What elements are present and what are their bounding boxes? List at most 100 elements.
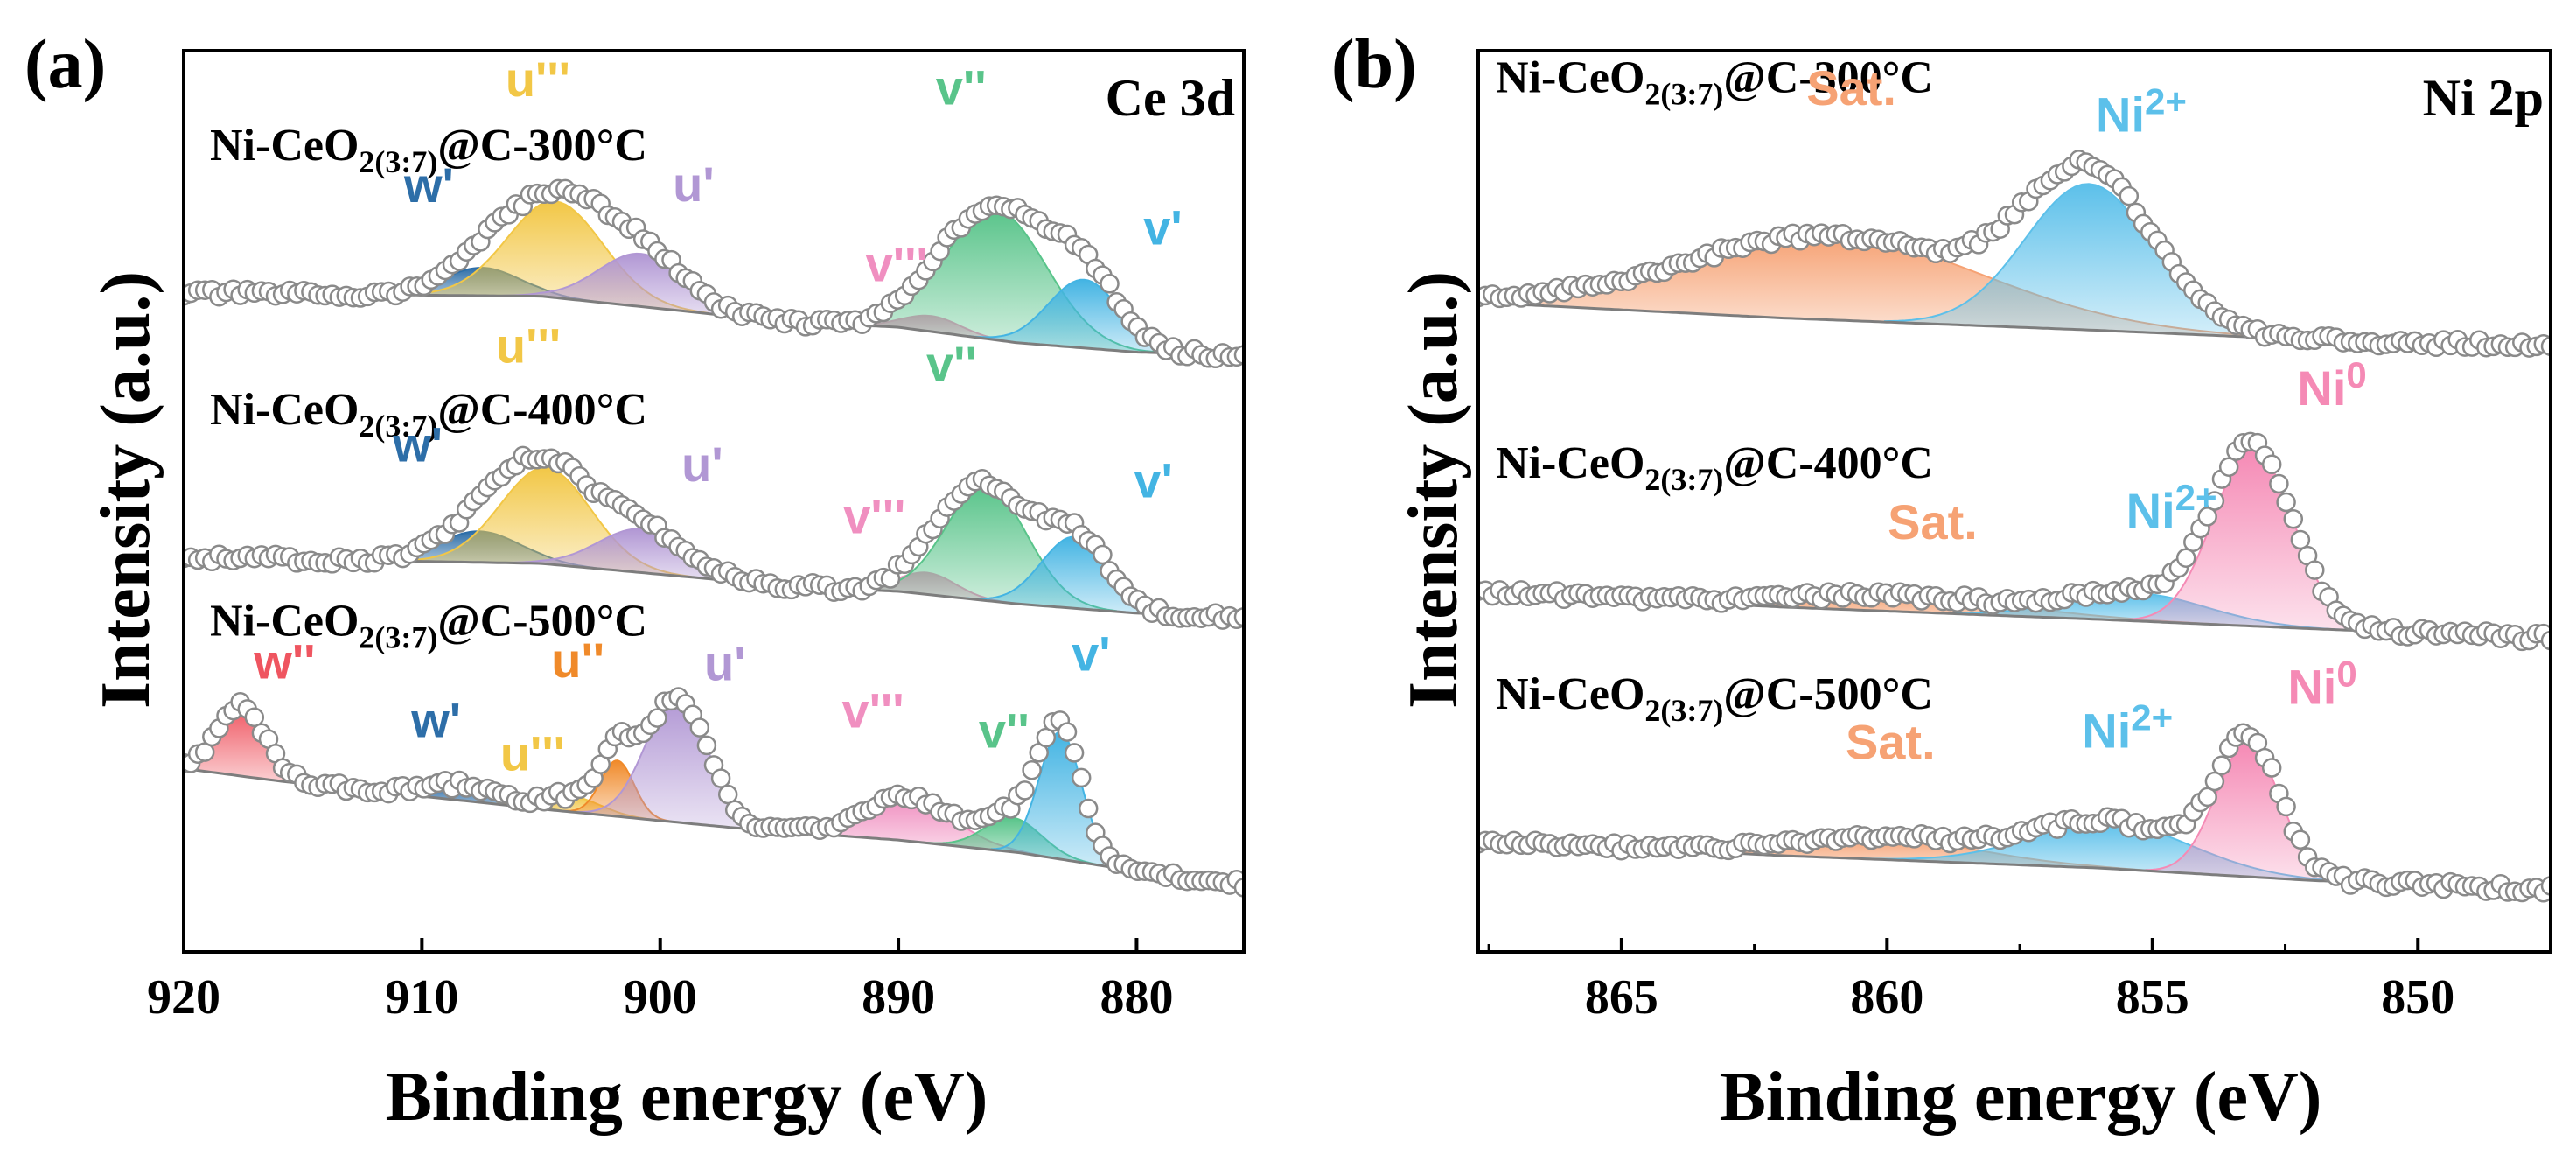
peak-label: v''' xyxy=(866,236,928,291)
series-name-label: Ni-CeO2(3:7)@C-500°C xyxy=(1496,669,1933,728)
data-point xyxy=(2119,185,2140,206)
data-point xyxy=(2540,876,2551,896)
data-point xyxy=(1064,743,1085,763)
data-point xyxy=(1233,606,1244,627)
data-point xyxy=(689,717,710,738)
peak-label: u''' xyxy=(496,318,561,373)
peak-label: u' xyxy=(681,437,723,492)
data-point xyxy=(1100,274,1120,294)
data-point xyxy=(647,708,667,728)
data-point xyxy=(1057,722,1078,742)
peak-label: v''' xyxy=(841,683,904,738)
peak-label: w' xyxy=(392,416,443,472)
data-point xyxy=(2269,473,2289,494)
data-point xyxy=(2175,548,2196,568)
series-2 xyxy=(1478,431,2551,652)
peak-label: Sat. xyxy=(1888,494,1978,549)
data-point xyxy=(1233,878,1244,898)
peak-label: u''' xyxy=(500,725,565,780)
series-3 xyxy=(184,687,1244,898)
peak-label: u''' xyxy=(506,52,570,107)
data-point xyxy=(2276,492,2296,513)
peak-label: Ni0 xyxy=(2287,653,2356,714)
data-point xyxy=(2540,630,2551,651)
panel-b-x-axis-title: Binding energy (eV) xyxy=(1720,1059,2322,1136)
data-point xyxy=(244,707,265,728)
panel-b-region-label: Ni 2p xyxy=(2423,69,2544,127)
panel-a-frame xyxy=(182,49,1246,954)
panel-a-x-axis-title: Binding energy (eV) xyxy=(386,1059,988,1136)
peak-label: w'' xyxy=(253,633,315,689)
data-point xyxy=(2197,787,2217,808)
series-name-label: Ni-CeO2(3:7)@C-400°C xyxy=(210,385,647,444)
series-name-label: Ni-CeO2(3:7)@C-400°C xyxy=(1496,438,1933,497)
x-tick-label: 920 xyxy=(147,970,220,1025)
x-tick-label: 850 xyxy=(2381,970,2454,1025)
peak-label: v''' xyxy=(843,489,905,544)
data-point xyxy=(2218,457,2239,477)
data-point xyxy=(1015,780,1035,801)
series-1 xyxy=(1478,150,2551,358)
plot-area xyxy=(1478,150,2551,903)
series-name-label: Ni-CeO2(3:7)@C-500°C xyxy=(210,596,647,654)
data-point xyxy=(2211,755,2232,776)
panel-b: (b) Intensity (a.u.) Binding energy (eV)… xyxy=(1331,26,2552,1136)
peak-label: u'' xyxy=(551,633,604,688)
panel-b-frame xyxy=(1476,49,2552,954)
data-point xyxy=(2204,491,2225,511)
series-3 xyxy=(1478,723,2551,903)
x-tick-label: 880 xyxy=(1100,970,1173,1025)
x-tick-label: 890 xyxy=(862,970,935,1025)
peak-label: Ni0 xyxy=(2297,354,2366,416)
x-tick-label: 900 xyxy=(624,970,697,1025)
panel-a: (a) Intensity (a.u.) Binding energy (eV)… xyxy=(24,26,1246,1136)
data-point xyxy=(696,735,717,756)
peak-label: Ni2+ xyxy=(2096,80,2187,142)
peak-label: w' xyxy=(410,692,461,747)
data-point xyxy=(2283,508,2304,529)
panel-b-y-axis-title: Intensity (a.u.) xyxy=(1395,271,1472,709)
data-point xyxy=(1071,767,1092,788)
peak-label: v'' xyxy=(926,336,977,391)
peak-label: v' xyxy=(1134,453,1172,508)
data-point xyxy=(1233,345,1244,365)
peak-label: v' xyxy=(1143,200,1182,255)
peak-label: v'' xyxy=(979,703,1030,759)
panel-a-label: (a) xyxy=(24,26,106,103)
data-point xyxy=(2290,529,2311,550)
x-tick-label: 855 xyxy=(2116,970,2189,1025)
data-point xyxy=(2290,829,2311,850)
peak-label: w' xyxy=(403,157,454,213)
data-point xyxy=(1078,798,1099,819)
peak-label: Sat. xyxy=(1846,715,1936,770)
panel-a-x-ticks: 920 910 900 890 880 xyxy=(147,938,1173,1025)
panel-b-x-ticks: 865 860 855 850 xyxy=(1487,938,2552,1025)
plot-area xyxy=(184,178,1244,898)
peak-label: Ni2+ xyxy=(2126,477,2217,538)
series-name-label: Ni-CeO2(3:7)@C-300°C xyxy=(210,121,647,179)
x-tick-label: 865 xyxy=(1585,970,1658,1025)
peak-label: v' xyxy=(1072,626,1110,681)
data-point xyxy=(2204,771,2225,792)
panel-a-y-axis-title: Intensity (a.u.) xyxy=(87,271,164,709)
panel-a-region-label: Ce 3d xyxy=(1106,69,1235,127)
data-point xyxy=(710,768,731,788)
peak-label: Sat. xyxy=(1806,60,1896,115)
data-point xyxy=(2276,796,2296,817)
data-point xyxy=(2197,507,2217,527)
series-name-label: Ni-CeO2(3:7)@C-300°C xyxy=(1496,53,1933,112)
panel-a-plot: Ni-CeO2(3:7)@C-300°Cw'u'''u'v'''v''v'Ni-… xyxy=(184,52,1244,898)
panel-b-label: (b) xyxy=(1331,26,1417,103)
data-point xyxy=(1093,544,1113,565)
series-2 xyxy=(184,445,1244,630)
data-point xyxy=(2305,560,2325,580)
data-point xyxy=(2261,454,2282,475)
peak-label: v'' xyxy=(936,60,987,115)
data-point xyxy=(2540,336,2551,357)
data-point xyxy=(2261,758,2282,778)
data-point xyxy=(1022,759,1042,780)
peak-label: u' xyxy=(704,636,746,691)
peak-label: Ni2+ xyxy=(2082,697,2173,759)
